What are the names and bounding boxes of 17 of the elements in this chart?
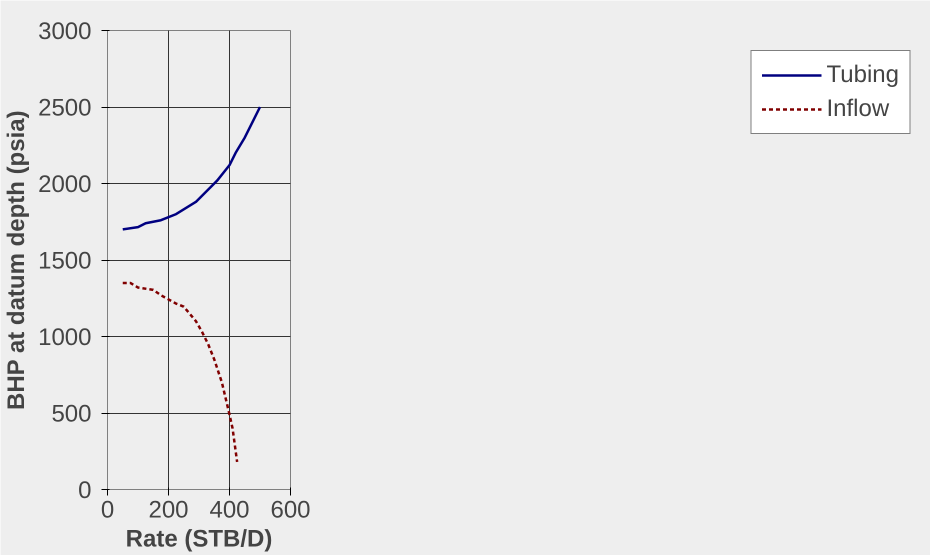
y-tick-label: 3000 xyxy=(38,18,92,45)
y-tick-label: 1500 xyxy=(38,248,92,274)
x-tick-label: 600 xyxy=(270,496,311,524)
legend-label: Inflow xyxy=(826,95,890,123)
legend-label: Tubing xyxy=(826,61,899,89)
y-tick-label: 2000 xyxy=(38,171,92,198)
x-tick-label: 400 xyxy=(209,496,250,524)
line-series xyxy=(122,282,238,464)
y-tick-label: 2500 xyxy=(38,94,92,122)
y-tick-label: 1000 xyxy=(38,324,92,351)
y-tick-label: 0 xyxy=(78,477,92,504)
y-tick-label: 500 xyxy=(51,400,92,428)
line-series xyxy=(122,106,262,231)
y-axis-title: BHP at datum depth (psia) xyxy=(3,110,30,410)
x-axis-title: Rate (STB/D) xyxy=(126,526,272,552)
x-tick-label: 0 xyxy=(100,496,114,524)
x-tick-label: 200 xyxy=(148,496,189,524)
